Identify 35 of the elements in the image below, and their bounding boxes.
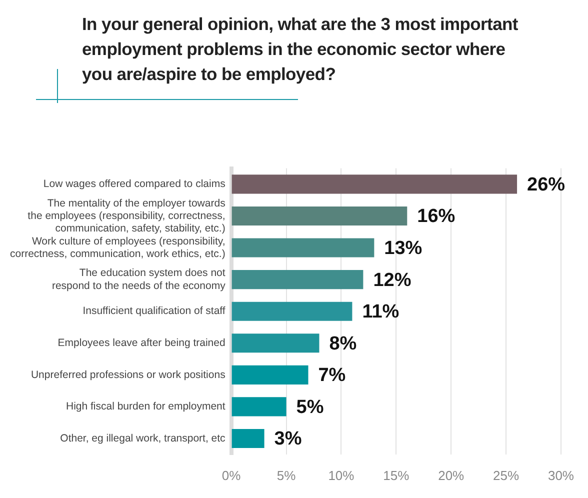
bar [232, 428, 264, 448]
y-tick-label: Other, eg illegal work, transport, etc [60, 432, 226, 444]
bar [232, 334, 320, 353]
y-tick-label: The mentality of the employer towards the employees (responsibility, correctness, communication, safety, stability, etc.) [28, 197, 226, 234]
data-label: 11% [362, 302, 400, 323]
data-label: 5% [296, 396, 324, 418]
y-tick-label: Insufficient qualification of staff [82, 305, 226, 318]
x-tick-label: 30% [548, 468, 574, 483]
bar [232, 270, 364, 290]
bar [232, 238, 374, 258]
bar [232, 174, 518, 194]
data-label: 7% [318, 365, 346, 386]
data-label: 8% [329, 333, 357, 354]
x-tick-label: 10% [328, 468, 355, 483]
bar [232, 206, 408, 226]
y-tick-label: Low wages offered compared to claims [43, 178, 226, 190]
x-tick-label: 20% [438, 468, 465, 483]
data-label: 16% [417, 206, 456, 228]
x-tick-label: 25% [493, 468, 520, 483]
data-label: 26% [527, 174, 566, 196]
chart-title: In your general opinion, what are the 3 most important employment problems in the economic sector where you are/aspire to be employed? [82, 13, 519, 86]
y-tick-label: Work culture of employees (responsibility, correctness, communication, work ethics, etc.) [10, 235, 226, 260]
x-tick-label: 15% [383, 468, 410, 483]
y-tick-label: High fiscal burden for employment [66, 400, 226, 413]
y-tick-label: Employees leave after being trained [58, 337, 226, 350]
y-tick-label: The education system does not respond to the needs of the economy [52, 267, 226, 292]
bar [232, 365, 308, 384]
data-label: 13% [384, 238, 422, 260]
data-label: 3% [274, 428, 302, 450]
y-tick-label: Unpreferred professions or work positions [30, 368, 226, 381]
x-tick-label: 0% [222, 468, 242, 483]
x-tick-label: 5% [276, 468, 296, 483]
data-label: 12% [373, 270, 412, 291]
bar [232, 302, 352, 321]
bar [232, 397, 286, 416]
